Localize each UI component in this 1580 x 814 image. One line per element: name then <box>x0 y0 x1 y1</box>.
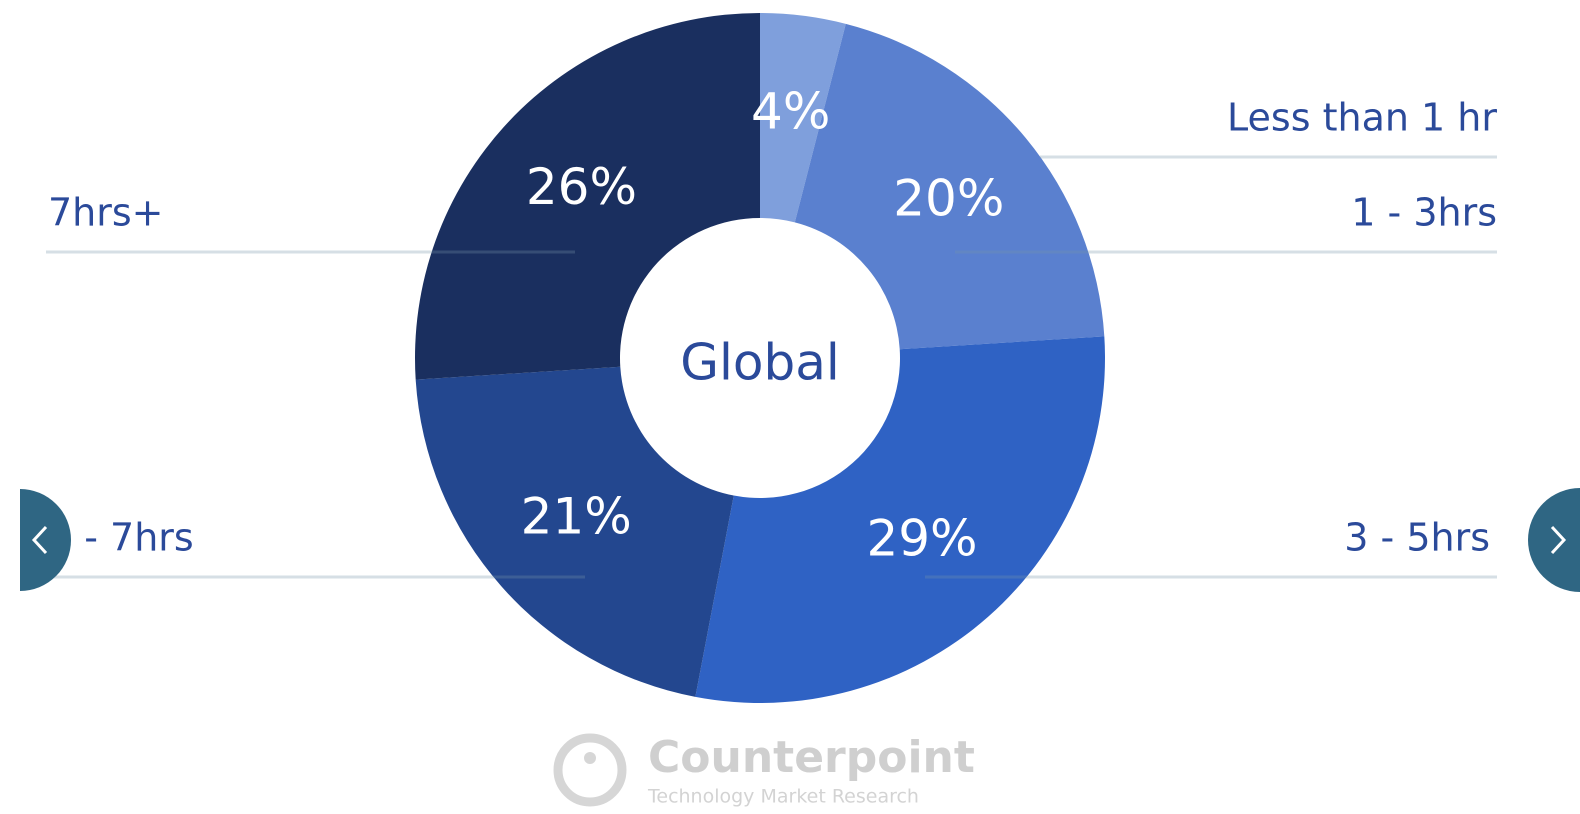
prev-chevron[interactable] <box>31 525 48 555</box>
next-chevron[interactable] <box>1550 525 1567 555</box>
value-label: 20% <box>893 169 1004 227</box>
value-label: 4% <box>751 82 830 140</box>
category-label: 1 - 3hrs <box>1351 191 1497 235</box>
center-label: Global <box>680 334 840 392</box>
value-label: 26% <box>526 158 637 216</box>
category-label: 3 - 5hrs <box>1344 516 1490 560</box>
donut-slice <box>415 13 760 380</box>
left-edge <box>0 480 20 600</box>
watermark-logo <box>553 733 627 807</box>
watermark-logo-dot <box>584 752 596 764</box>
watermark-subtitle: Technology Market Research <box>647 786 919 808</box>
value-label: 21% <box>521 488 632 546</box>
value-label: 29% <box>866 509 977 567</box>
donut-slice <box>695 336 1105 703</box>
category-label: 7hrs+ <box>48 191 164 235</box>
watermark: Counterpoint Technology Market Research <box>553 732 975 808</box>
donut-slice <box>794 23 1105 350</box>
donut <box>415 13 1105 703</box>
watermark-title: Counterpoint <box>648 732 975 783</box>
donut-slice <box>415 366 734 697</box>
category-label: Less than 1 hr <box>1227 96 1497 140</box>
donut-slice <box>760 13 846 223</box>
next-button-circle[interactable] <box>1528 488 1580 592</box>
next-button[interactable] <box>1528 488 1580 592</box>
category-label: 5 - 7hrs <box>48 516 194 560</box>
